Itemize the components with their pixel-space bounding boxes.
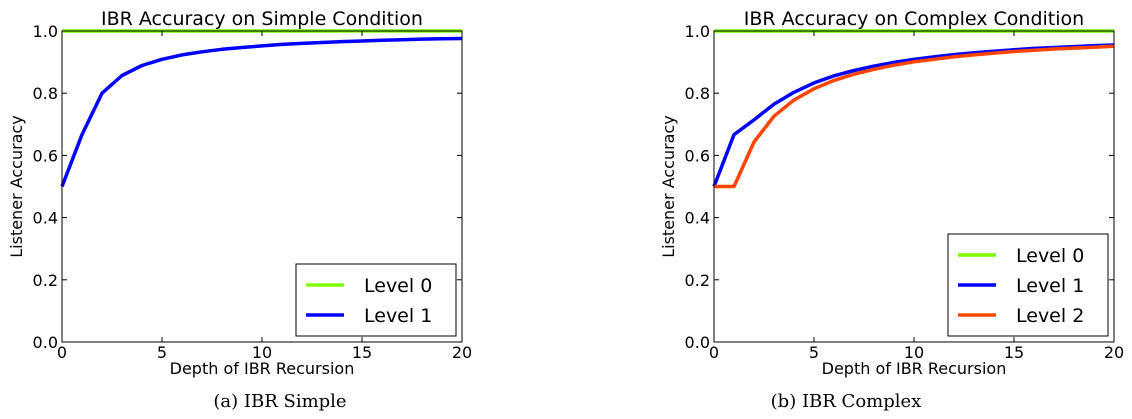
- y-tick-label: 0.2: [33, 271, 58, 290]
- x-tick-label: 15: [1004, 343, 1024, 362]
- y-tick-label: 0.0: [685, 333, 710, 352]
- x-tick-label: 15: [352, 343, 372, 362]
- x-tick-label: 0: [709, 343, 719, 362]
- y-tick-label: 0.4: [685, 209, 710, 228]
- chart-complex-condition: IBR Accuracy on Complex Condition 0 5 10 15 2…: [659, 8, 1124, 378]
- chart-title: IBR Accuracy on Simple Condition: [101, 8, 423, 30]
- chart-simple-condition: IBR Accuracy on Simple Condition 0 5 10 15 20…: [7, 8, 472, 378]
- chart-title: IBR Accuracy on Complex Condition: [744, 8, 1084, 30]
- figure-caption-b: (b) IBR Complex: [770, 391, 922, 412]
- y-tick-label: 0.0: [33, 333, 58, 352]
- legend-label: Level 2: [1016, 305, 1084, 327]
- figure-panel-a: IBR Accuracy on Simple Condition 0 5 10 15 20…: [0, 0, 560, 419]
- x-axis-label: Depth of IBR Recursion: [822, 359, 1007, 378]
- figure-caption-a: (a) IBR Simple: [213, 391, 347, 412]
- y-tick-label: 1.0: [33, 22, 58, 41]
- x-tick-label: 20: [452, 343, 472, 362]
- x-tick-label: 5: [157, 343, 167, 362]
- legend-label: Level 0: [1016, 245, 1084, 267]
- y-tick-label: 0.8: [685, 84, 710, 103]
- y-axis-label: Listener Accuracy: [7, 115, 26, 258]
- x-tick-label: 20: [1104, 343, 1124, 362]
- legend: Level 0 Level 1: [295, 263, 457, 337]
- y-tick-label: 1.0: [685, 22, 710, 41]
- y-tick-label: 0.2: [685, 271, 710, 290]
- y-tick-label: 0.8: [33, 84, 58, 103]
- x-tick-label: 10: [904, 343, 924, 362]
- y-tick-label: 0.6: [33, 146, 58, 165]
- legend: Level 0 Level 1 Level 2: [947, 233, 1109, 337]
- legend-label: Level 0: [364, 275, 432, 297]
- legend-label: Level 1: [364, 305, 432, 327]
- legend-box: [295, 263, 457, 337]
- series-line-level-2: [714, 44, 1115, 189]
- y-axis-label: Listener Accuracy: [659, 115, 678, 258]
- x-tick-label: 5: [809, 343, 819, 362]
- y-tick-label: 0.4: [33, 209, 58, 228]
- legend-label: Level 1: [1016, 275, 1084, 297]
- x-axis-label: Depth of IBR Recursion: [170, 359, 355, 378]
- figure-panel-b: IBR Accuracy on Complex Condition 0 5 10 15 2…: [566, 0, 1126, 419]
- x-tick-label: 10: [252, 343, 272, 362]
- x-tick-label: 0: [57, 343, 67, 362]
- y-tick-label: 0.6: [685, 146, 710, 165]
- series-line-level-1: [60, 36, 463, 188]
